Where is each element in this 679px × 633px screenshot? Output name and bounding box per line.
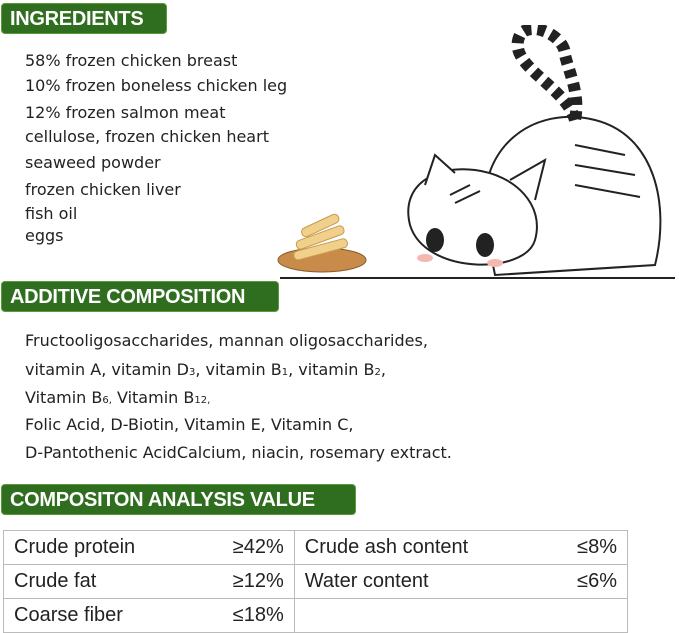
subscript: 1 bbox=[281, 367, 289, 378]
cell: Coarse fiber bbox=[2, 598, 197, 633]
text: , bbox=[380, 360, 386, 379]
table-row: Crude fat ≥12% Water content ≤6% bbox=[2, 564, 629, 599]
cell: Crude ash content bbox=[293, 530, 546, 565]
ingredient-item: 10% frozen boneless chicken leg bbox=[25, 76, 288, 95]
cell: Crude protein bbox=[2, 530, 197, 565]
ingredient-item: 58% frozen chicken breast bbox=[25, 51, 238, 70]
subscript: 2 bbox=[374, 367, 381, 378]
text: , vitamin B bbox=[288, 360, 375, 379]
cell bbox=[293, 598, 546, 633]
subscript: 12, bbox=[194, 395, 211, 406]
text: Vitamin B bbox=[25, 388, 103, 407]
table-row: Crude protein ≥42% Crude ash content ≤8% bbox=[2, 530, 629, 565]
cell: ≤8% bbox=[545, 530, 629, 565]
subscript: 3 bbox=[188, 367, 196, 378]
cell: ≤18% bbox=[196, 598, 295, 633]
subscript: 6, bbox=[102, 395, 112, 406]
analysis-heading: COMPOSITON ANALYSIS VALUE bbox=[1, 484, 356, 515]
cell: Water content bbox=[293, 564, 546, 599]
ingredient-item: fish oil bbox=[25, 204, 78, 223]
text: vitamin A, vitamin D bbox=[25, 360, 189, 379]
cell: Crude fat bbox=[2, 564, 197, 599]
cell: ≥42% bbox=[196, 530, 295, 565]
cell: ≥12% bbox=[196, 564, 295, 599]
cell bbox=[545, 598, 629, 633]
cat-illustration bbox=[277, 25, 675, 279]
text: Vitamin B bbox=[111, 388, 195, 407]
additive-line: vitamin A, vitamin D3, vitamin B1, vitam… bbox=[25, 360, 386, 379]
ingredients-heading: INGREDIENTS bbox=[1, 3, 167, 34]
additive-line: D-Pantothenic AcidCalcium, niacin, rosem… bbox=[25, 443, 452, 462]
additive-line: Fructooligosaccharides, mannan oligosacc… bbox=[25, 331, 428, 350]
ingredient-item: seaweed powder bbox=[25, 153, 161, 172]
additive-line: Vitamin B6, Vitamin B12, bbox=[25, 388, 210, 407]
text: , vitamin B bbox=[195, 360, 282, 379]
analysis-table: Crude protein ≥42% Crude ash content ≤8% C… bbox=[2, 530, 629, 633]
table-row: Coarse fiber ≤18% bbox=[2, 598, 629, 633]
ingredient-item: 12% frozen salmon meat bbox=[25, 103, 226, 122]
ingredient-item: cellulose, frozen chicken heart bbox=[25, 127, 269, 146]
additive-line: Folic Acid, D-Biotin, Vitamin E, Vitamin… bbox=[25, 415, 354, 434]
cell: ≤6% bbox=[545, 564, 629, 599]
ingredient-item: frozen chicken liver bbox=[25, 180, 181, 199]
additive-heading: ADDITIVE COMPOSITION bbox=[1, 281, 279, 312]
ingredient-item: eggs bbox=[25, 226, 64, 245]
